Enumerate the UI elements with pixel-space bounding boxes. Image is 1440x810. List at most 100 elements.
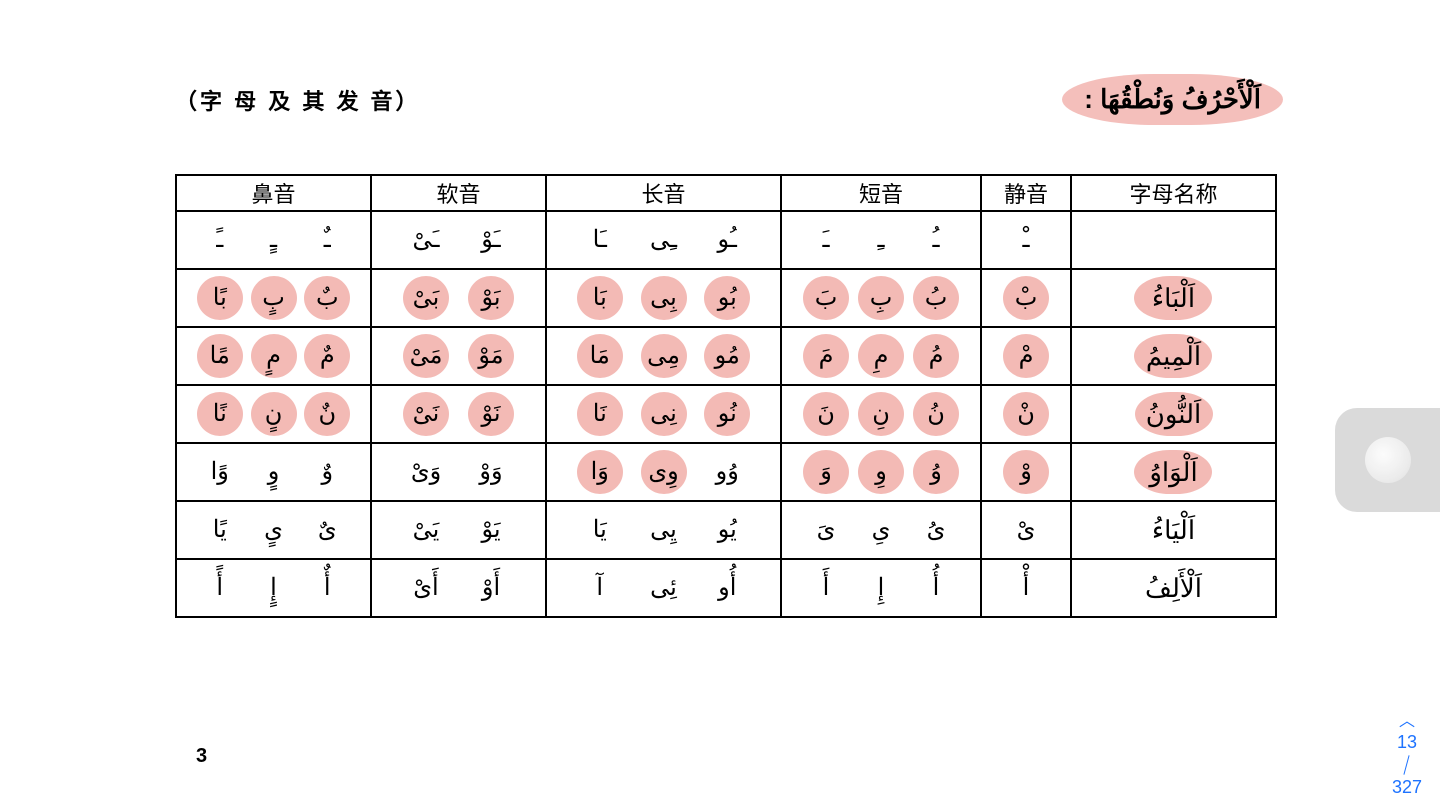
- cell: اَلْيَاءُ: [1071, 501, 1276, 559]
- glyph: بِ: [864, 286, 898, 310]
- glyph: ىُ: [919, 518, 953, 542]
- table-row-baa: بٌبٍبًابَوْبَىْبُوبِىبَابُبِبَبْاَلْبَاء…: [176, 269, 1276, 327]
- col-short: 短音: [781, 175, 981, 211]
- cell: وَوْوَىْ: [371, 443, 546, 501]
- cell: ىُ ىِ ىَ: [781, 501, 981, 559]
- table-row-miim: مٌمٍمًامَوْمَىْمُومِىمَامُمِمَمْاَلْمِيم…: [176, 327, 1276, 385]
- glyph: نَا: [583, 402, 617, 426]
- cell-inner: مٌمٍمًا: [177, 328, 370, 384]
- glyph: وِى: [647, 460, 681, 484]
- cell: بٌبٍبًا: [176, 269, 371, 327]
- glyph: نُ: [919, 402, 953, 426]
- glyph: مَىْ: [409, 344, 443, 368]
- cell-inner: وَوْوَىْ: [372, 444, 545, 500]
- chevron-up-icon[interactable]: ︿: [1399, 714, 1415, 730]
- glyph: ـَا: [583, 228, 617, 252]
- glyph: نُو: [710, 402, 744, 426]
- glyph: ـِى: [647, 228, 681, 252]
- cell: اَلْبَاءُ: [1071, 269, 1276, 327]
- glyph: أَىْ: [409, 576, 443, 600]
- assistive-touch-icon: [1365, 437, 1411, 483]
- cell: وُ وِ وَ: [781, 443, 981, 501]
- glyph: أً: [203, 576, 237, 600]
- glyph: بَا: [583, 286, 617, 310]
- glyph: بُ: [919, 286, 953, 310]
- pager-current: 13: [1397, 732, 1417, 753]
- cell-inner: ـَوْ ـَىْ: [372, 212, 545, 268]
- glyph: ىِ: [864, 518, 898, 542]
- glyph: بَىْ: [409, 286, 443, 310]
- cell-inner: وْ: [982, 444, 1070, 500]
- cell: ىٌىٍيًا: [176, 501, 371, 559]
- glyph: وْ: [1009, 460, 1043, 484]
- glyph: ـُو: [710, 228, 744, 252]
- glyph: نَوْ: [474, 402, 508, 426]
- glyph: نِ: [864, 402, 898, 426]
- glyph: اَلْوَاوُ: [1149, 459, 1197, 485]
- glyph: ـَىْ: [409, 228, 443, 252]
- cell-inner: بَوْ بَىْ: [372, 270, 545, 326]
- glyph: بُو: [710, 286, 744, 310]
- cell: وٌوٍوًا: [176, 443, 371, 501]
- glyph: بَوْ: [474, 286, 508, 310]
- glyph: اَلْأَلِفُ: [1145, 575, 1202, 601]
- cell-inner: أٌإٍأً: [177, 560, 370, 616]
- cell: نُ نِ نَ: [781, 385, 981, 443]
- glyph: مٌ: [310, 344, 344, 368]
- assistive-touch-button[interactable]: [1335, 408, 1440, 512]
- glyph: اَلْبَاءُ: [1152, 285, 1195, 311]
- cell-inner: مْ: [982, 328, 1070, 384]
- glyph: أَوْ: [474, 576, 508, 600]
- glyph: وُ: [919, 460, 953, 484]
- glyph: وُو: [710, 460, 744, 484]
- pager-widget[interactable]: ︿ 13 327: [1392, 714, 1422, 798]
- glyph: نَ: [809, 402, 843, 426]
- cell-inner: أَوْ أَىْ: [372, 560, 545, 616]
- cell-inner: اَلْأَلِفُ: [1072, 560, 1275, 616]
- cell-inner: ـُـِـَ: [782, 212, 980, 268]
- cell-inner: مُومِىمَا: [547, 328, 780, 384]
- cell: ـَوْ ـَىْ: [371, 211, 546, 269]
- glyph: وَ: [809, 460, 843, 484]
- page-number: 3: [196, 745, 207, 768]
- glyph: مِ: [864, 344, 898, 368]
- glyph: مًا: [203, 344, 237, 368]
- cell: مَوْمَىْ: [371, 327, 546, 385]
- table-header-row: 鼻音 软音 长音 短音 静音 字母名称: [176, 175, 1276, 211]
- cell: اَلْأَلِفُ: [1071, 559, 1276, 617]
- cell-inner: بْ: [982, 270, 1070, 326]
- cell-inner: نَوْنَىْ: [372, 386, 545, 442]
- cell: مٌمٍمًا: [176, 327, 371, 385]
- cell: وْ: [981, 443, 1071, 501]
- cell-inner: نْ: [982, 386, 1070, 442]
- glyph: ـٌ: [310, 228, 344, 252]
- glyph: ـَوْ: [474, 228, 508, 252]
- cell: بَوْ بَىْ: [371, 269, 546, 327]
- glyph: بَ: [809, 286, 843, 310]
- cell-inner: اَلْوَاوُ: [1072, 444, 1275, 500]
- cell-inner: اَلنُّونُ: [1072, 386, 1275, 442]
- glyph: ـِ: [864, 228, 898, 252]
- glyph: مَ: [809, 344, 843, 368]
- glyph: نٍ: [257, 402, 291, 426]
- cell: نَوْنَىْ: [371, 385, 546, 443]
- title-arabic: اَلْأَحْرُفُ وَنُطْقُهَا :: [1070, 80, 1275, 119]
- cell: اَلْمِيمُ: [1071, 327, 1276, 385]
- cell-inner: نٌنٍنًا: [177, 386, 370, 442]
- cell: مُومِىمَا: [546, 327, 781, 385]
- cell: أْ: [981, 559, 1071, 617]
- cell: يَوْيَىْ: [371, 501, 546, 559]
- glyph: ىَ: [809, 518, 843, 542]
- cell-inner: بٌبٍبًا: [177, 270, 370, 326]
- cell-inner: وُ وِ وَ: [782, 444, 980, 500]
- cell: أٌإٍأً: [176, 559, 371, 617]
- glyph: وِ: [864, 460, 898, 484]
- cell-inner: ىْ: [982, 502, 1070, 558]
- glyph: وَا: [583, 460, 617, 484]
- cell: [1071, 211, 1276, 269]
- glyph: وَىْ: [409, 460, 443, 484]
- title-arabic-text: اَلْأَحْرُفُ وَنُطْقُهَا :: [1084, 84, 1261, 114]
- cell: بُ بِ بَ: [781, 269, 981, 327]
- glyph: وًا: [203, 460, 237, 484]
- col-long: 长音: [546, 175, 781, 211]
